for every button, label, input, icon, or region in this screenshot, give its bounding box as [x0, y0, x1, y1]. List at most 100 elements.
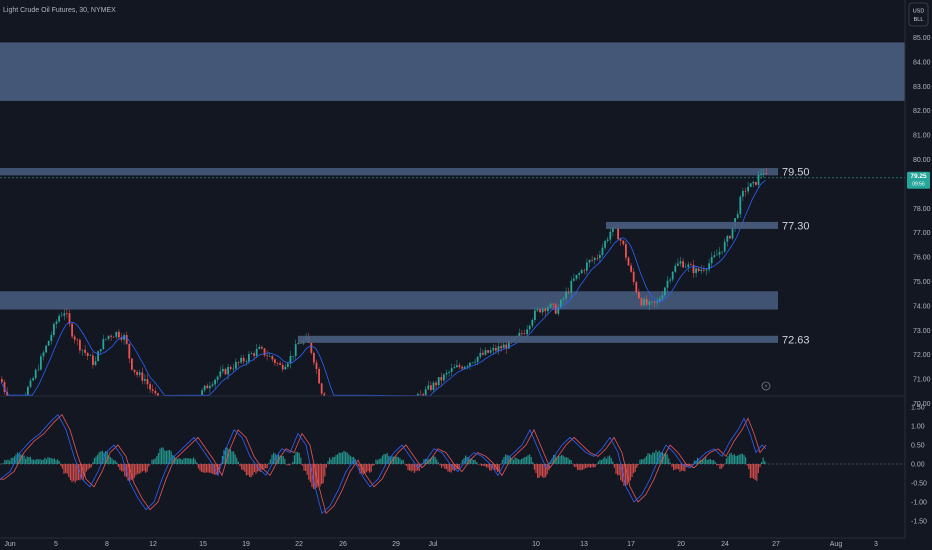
candle — [755, 181, 757, 186]
candle — [627, 256, 630, 266]
histogram-bar — [407, 464, 409, 471]
candle — [484, 347, 487, 357]
candle — [81, 349, 84, 356]
histogram-bar — [356, 462, 358, 464]
histogram-bar — [610, 457, 612, 464]
histogram-bar — [228, 449, 230, 464]
histogram-bar — [527, 455, 529, 464]
histogram-bar — [663, 453, 665, 464]
candle — [742, 188, 744, 202]
histogram-bar — [679, 464, 681, 472]
histogram-bar — [386, 452, 388, 464]
candle — [261, 345, 263, 350]
histogram-bar — [618, 464, 620, 476]
candle — [115, 331, 118, 339]
histogram-bar — [708, 459, 710, 464]
histogram-bar — [361, 464, 363, 474]
candle — [110, 334, 112, 342]
candle — [123, 333, 125, 345]
oscillator-axis[interactable]: 1.50 1.00 0.50 0.00 -0.50 -1.00 -1.50 — [911, 405, 927, 526]
histogram-bar — [685, 464, 687, 468]
histogram-bar — [468, 457, 470, 464]
candle — [565, 287, 567, 303]
histogram-bar — [556, 457, 558, 464]
histogram-bar — [687, 464, 689, 468]
histogram-bar — [437, 462, 439, 464]
histogram-bar — [287, 464, 289, 466]
histogram-bar — [444, 464, 446, 469]
histogram-bar — [364, 464, 366, 474]
candle — [549, 302, 552, 309]
histogram-bar — [4, 459, 6, 464]
price-tick-81.00: 81.00 — [913, 133, 931, 140]
histogram-bar — [508, 455, 510, 464]
histogram-bar — [631, 464, 633, 477]
histogram-bar — [146, 464, 148, 472]
histogram-bar — [487, 464, 489, 468]
histogram-bar — [399, 458, 401, 464]
candle — [541, 307, 544, 316]
moving-average-layer — [0, 180, 766, 397]
histogram-bar — [268, 463, 270, 464]
histogram-bar — [114, 460, 116, 464]
time-axis[interactable]: Jun 5 8 12 15 19 22 26 29 Jul 10 13 17 20 24 27 Aug 3 — [4, 541, 878, 548]
histogram-bar — [513, 459, 515, 464]
histogram-bar — [137, 464, 139, 474]
candle — [144, 374, 146, 385]
histogram-bar — [324, 464, 326, 477]
histogram-bar — [71, 464, 73, 483]
histogram-bar — [281, 455, 283, 464]
candle — [133, 369, 136, 376]
histogram-bar — [551, 458, 553, 464]
candle — [6, 387, 8, 396]
time-tick-17: 17 — [627, 541, 635, 548]
histogram-bar — [517, 459, 519, 464]
price-axis[interactable]: 85.00 84.00 83.00 82.00 81.00 80.00 78.00 77.00… — [913, 35, 931, 408]
candle — [50, 331, 53, 345]
candle — [32, 376, 34, 382]
histogram-bar — [233, 451, 235, 464]
histogram-bar — [49, 457, 51, 464]
histogram-bar — [669, 462, 671, 464]
histogram-bar — [365, 464, 367, 473]
histogram-bar — [303, 464, 305, 471]
histogram-bar — [617, 464, 619, 476]
histogram-bar — [210, 464, 212, 474]
histogram-bar — [474, 459, 476, 464]
histogram-bar — [713, 459, 715, 464]
candle — [544, 307, 547, 317]
candle — [653, 301, 656, 308]
histogram-bar — [549, 462, 551, 464]
candle — [760, 169, 762, 179]
histogram-bar — [325, 464, 327, 468]
histogram-bar — [130, 464, 132, 480]
lightning-icon[interactable] — [761, 381, 771, 391]
histogram-bar — [604, 456, 606, 464]
currency-line2: BLL — [914, 17, 924, 23]
histogram-bar — [207, 464, 209, 473]
candle — [744, 187, 747, 197]
candle — [47, 340, 50, 346]
candle — [40, 353, 42, 371]
zones-layer — [0, 42, 905, 310]
histogram-bar — [119, 464, 121, 470]
histogram-bar — [127, 464, 129, 481]
level-label-79.50: 79.50 — [782, 167, 810, 179]
histogram-bar — [175, 457, 177, 464]
histogram-bar — [122, 464, 124, 472]
histogram-bar — [538, 464, 540, 478]
candle — [424, 386, 427, 396]
histogram-bar — [143, 464, 145, 471]
candle — [609, 226, 612, 244]
currency-box[interactable]: USD BLL — [908, 2, 929, 27]
histogram-bar — [255, 464, 257, 474]
histogram-bar — [481, 464, 483, 467]
candle — [92, 351, 94, 369]
histogram-bar — [439, 464, 441, 466]
time-tick-22: 22 — [295, 541, 303, 548]
histogram-bar — [260, 464, 262, 472]
candle — [201, 387, 203, 396]
candle — [258, 344, 261, 350]
histogram-bar — [18, 453, 20, 464]
